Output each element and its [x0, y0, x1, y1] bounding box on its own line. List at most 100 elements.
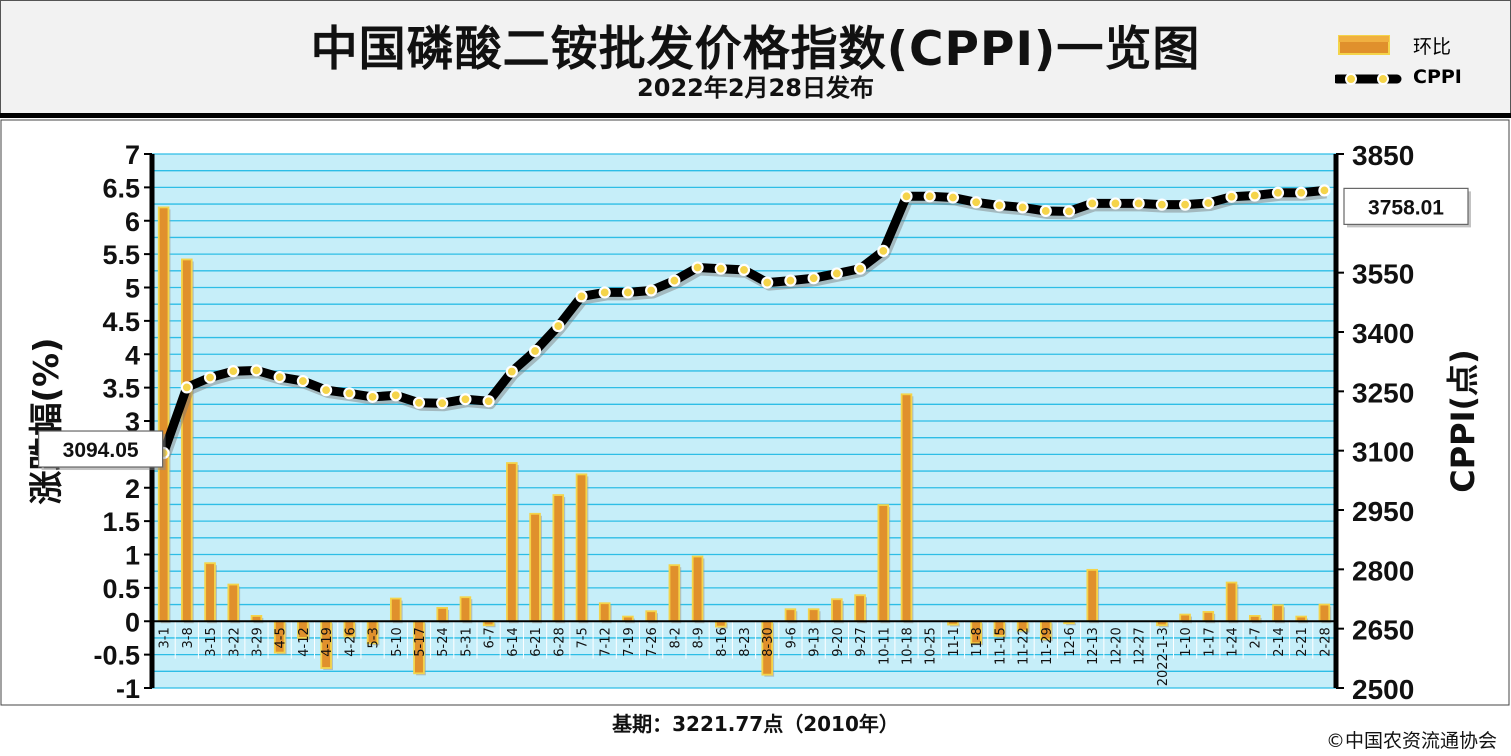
line-marker — [296, 374, 310, 388]
line-marker — [366, 390, 379, 403]
line-marker — [877, 244, 890, 258]
category-label: 8-2 — [668, 627, 683, 648]
bar-shadow — [1066, 623, 1076, 626]
line-markers — [157, 184, 1331, 460]
left-tick-label: 2 — [125, 474, 140, 504]
left-tick-label: 6 — [125, 207, 140, 237]
left-tick-label: -1 — [116, 674, 140, 704]
category-label: 4-5 — [274, 627, 289, 648]
left-tick-label: 3.5 — [102, 374, 140, 404]
line-marker — [1295, 186, 1308, 199]
right-tick-labels: 3850 3550 3400 3250 3100 2950 2800 2650 2500 — [1336, 140, 1414, 705]
left-tick-label: 4.5 — [102, 307, 140, 337]
bar — [575, 473, 588, 623]
line-marker — [1109, 197, 1122, 210]
line-marker — [227, 365, 240, 378]
line-marker — [250, 364, 263, 377]
line-marker — [923, 190, 936, 203]
line-marker — [482, 395, 495, 408]
bar — [529, 512, 541, 623]
category-label: 10-18 — [901, 627, 916, 665]
right-tick-label: 3400 — [1352, 318, 1414, 349]
left-tick-label: 0.5 — [102, 574, 140, 604]
legend-bar-swatch — [1338, 35, 1390, 55]
category-label: 2-14 — [1272, 627, 1287, 657]
bar — [691, 555, 704, 623]
line-marker — [691, 261, 704, 274]
base-period-note: 基期：3221.77点（2010年） — [612, 712, 899, 736]
left-tick-label: -0.5 — [93, 641, 140, 671]
right-tick-label: 3100 — [1352, 437, 1414, 468]
line-marker — [737, 263, 751, 276]
line-marker — [1202, 196, 1215, 210]
line-marker — [621, 286, 635, 299]
category-labels: 3-1 3-8 3-15 3-22 3-29 4-5 4-12 4-19 4-26 5-3 5-10… — [158, 627, 1334, 686]
category-label: 6-7 — [483, 627, 498, 648]
category-label: 4-26 — [343, 627, 358, 657]
left-tick-label: 5.5 — [102, 240, 140, 270]
line-marker — [203, 371, 217, 384]
bar — [204, 562, 216, 623]
category-label: 2-21 — [1295, 627, 1310, 657]
bar — [181, 258, 193, 623]
legend-item-line: CPPI — [1335, 64, 1505, 94]
line-marker — [714, 262, 727, 275]
line-marker — [180, 381, 193, 394]
bar — [1225, 581, 1238, 623]
category-label: 6-21 — [529, 627, 544, 657]
left-tick-label: 3 — [125, 407, 140, 437]
category-label: 1-17 — [1202, 627, 1217, 657]
line-marker — [993, 199, 1006, 212]
legend-item-bar: 环比 — [1335, 30, 1505, 60]
bar — [157, 206, 170, 623]
line-marker — [273, 370, 286, 384]
callout-first: 3094.05 — [38, 430, 166, 471]
header-divider — [0, 113, 1511, 118]
line-marker — [459, 393, 472, 406]
category-label: 12-6 — [1063, 627, 1078, 657]
callout-box — [1343, 187, 1469, 225]
copyright-note: ©中国农资流通协会 — [1325, 730, 1497, 752]
right-tick-label: 2650 — [1352, 615, 1414, 646]
right-tick-label: 3550 — [1352, 259, 1414, 290]
category-label: 8-23 — [738, 627, 753, 657]
category-label: 5-10 — [390, 627, 405, 657]
category-label: 7-19 — [622, 627, 637, 657]
bar — [1179, 613, 1191, 623]
category-label: 5-31 — [459, 627, 474, 657]
line-marker — [1086, 197, 1099, 210]
line-marker — [505, 365, 518, 378]
bar — [1272, 604, 1284, 623]
legend-line-swatch — [1335, 73, 1402, 85]
line-marker — [970, 196, 983, 209]
chart-frame — [0, 119, 1510, 706]
category-label: 9-13 — [808, 627, 823, 657]
category-label: 5-17 — [413, 627, 428, 657]
left-tick-labels: 76.565.554.543.532.521.510.50-0.5-1 — [93, 140, 152, 704]
category-label: 9-27 — [854, 627, 869, 657]
legend: 环比 CPPI — [1335, 30, 1505, 100]
callout-text: 3094.05 — [63, 439, 139, 462]
line-marker — [1039, 204, 1052, 218]
line-marker — [1155, 198, 1168, 211]
line-marker — [1062, 205, 1076, 218]
category-label: 1-10 — [1179, 627, 1194, 657]
line-marker — [1016, 201, 1029, 214]
bar-series — [157, 206, 1332, 677]
left-tick-label: 1.5 — [102, 507, 140, 537]
line-marker — [1248, 189, 1261, 202]
bar — [459, 596, 472, 623]
line-marker — [552, 319, 565, 333]
left-tick-label: 5 — [125, 274, 140, 304]
category-label: 8-30 — [761, 627, 776, 657]
right-tick-label: 2800 — [1352, 555, 1414, 586]
line-marker — [412, 396, 426, 409]
callout-last: 3758.01 — [1343, 187, 1471, 228]
chart-plot: 76.565.554.543.532.521.510.50-0.5-138503… — [0, 119, 1510, 706]
bar — [854, 594, 866, 623]
right-tick-label: 2950 — [1352, 496, 1414, 527]
category-label: 1-24 — [1226, 627, 1241, 657]
bar — [784, 608, 797, 623]
category-label: 4-19 — [320, 627, 335, 657]
left-tick-label: 7 — [125, 140, 140, 170]
